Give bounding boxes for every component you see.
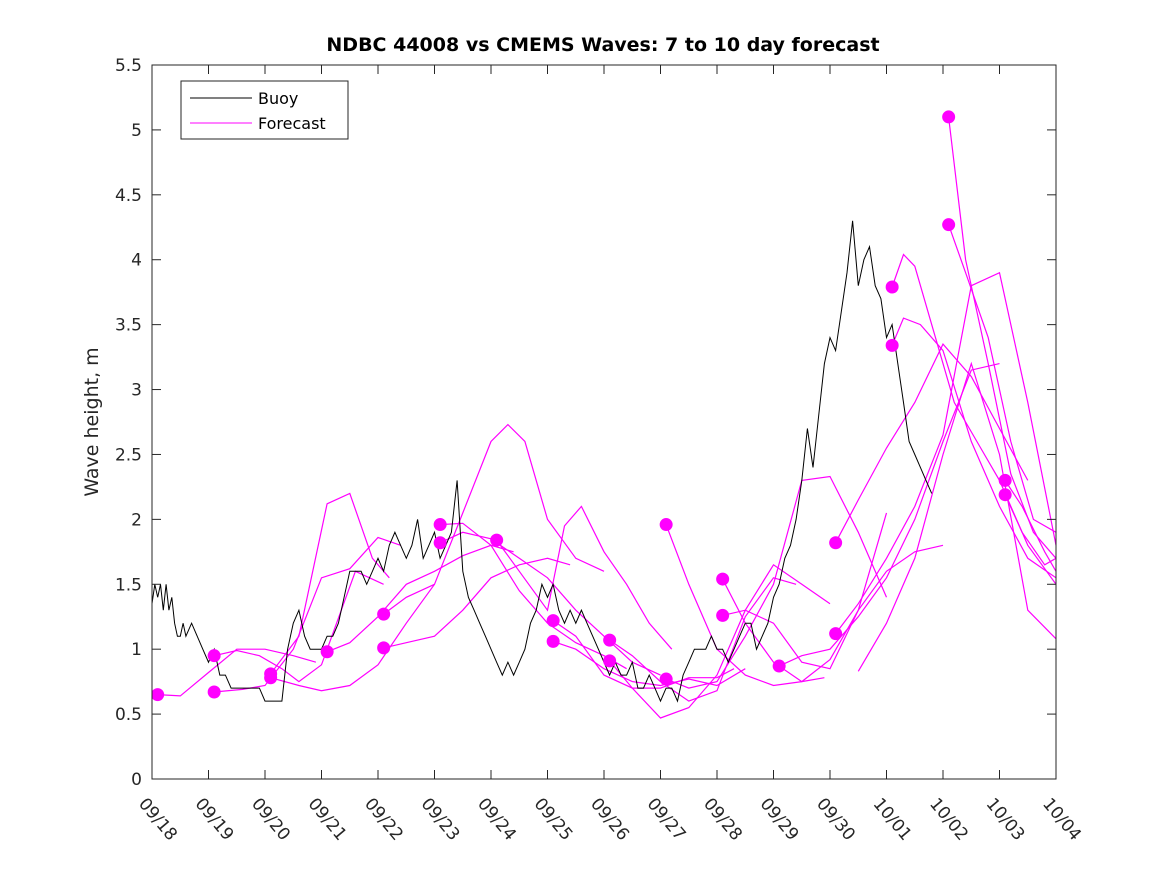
forecast-line-27 <box>1004 494 1056 566</box>
forecast-start-marker-2 <box>207 685 221 699</box>
forecast-line-5 <box>326 544 514 653</box>
forecast-line-28 <box>857 361 1056 672</box>
forecast-line-9 <box>439 531 661 676</box>
forecast-start-marker-15 <box>659 518 673 532</box>
y-tick-label: 5 <box>131 121 142 141</box>
forecast-start-marker-14 <box>603 654 617 668</box>
y-tick-label: 1.5 <box>115 575 142 595</box>
forecast-start-marker-24 <box>942 110 956 124</box>
forecast-line-21 <box>835 271 1056 634</box>
forecast-start-marker-26 <box>998 473 1012 487</box>
forecast-line-3 <box>270 492 390 675</box>
forecast-line-20 <box>835 343 1029 543</box>
forecast-start-marker-16 <box>659 672 673 686</box>
x-tick-label: 09/29 <box>756 794 803 844</box>
forecast-start-marker-6 <box>377 607 391 621</box>
x-tick-label: 09/30 <box>812 794 859 844</box>
x-tick-label: 09/22 <box>360 794 407 844</box>
x-tick-label: 09/26 <box>586 794 633 844</box>
forecast-line-14 <box>609 563 831 719</box>
forecast-start-marker-27 <box>998 488 1012 502</box>
x-tick-label: 09/28 <box>699 794 746 844</box>
x-tick-label: 09/24 <box>473 794 520 844</box>
forecast-start-marker-0 <box>152 688 165 702</box>
forecast-start-marker-9 <box>433 536 447 550</box>
forecast-line-16 <box>665 475 888 689</box>
forecast-start-marker-23 <box>885 338 899 352</box>
y-tick-label: 5.5 <box>115 56 142 76</box>
x-tick-label: 09/21 <box>304 794 351 844</box>
forecast-start-marker-25 <box>942 218 956 232</box>
forecast-line-17 <box>722 544 944 683</box>
y-tick-label: 0 <box>131 770 142 790</box>
y-tick-label: 4 <box>131 251 142 271</box>
forecast-start-marker-7 <box>377 641 391 655</box>
x-tick-label: 10/04 <box>1038 794 1085 844</box>
legend-buoy-label: Buoy <box>258 89 298 108</box>
forecast-start-marker-12 <box>546 634 560 648</box>
forecast-start-marker-11 <box>546 614 560 628</box>
forecast-line-23 <box>891 317 1056 579</box>
forecast-start-marker-4 <box>264 671 278 685</box>
x-tick-label: 09/25 <box>530 794 577 844</box>
x-tick-label: 09/18 <box>134 794 181 844</box>
y-tick-label: 3.5 <box>115 316 142 336</box>
forecast-line-13 <box>609 577 797 702</box>
forecast-line-10 <box>496 505 673 650</box>
y-tick-label: 2.5 <box>115 445 142 465</box>
forecast-start-marker-5 <box>320 645 334 659</box>
forecast-start-marker-21 <box>829 627 843 641</box>
forecast-line-2 <box>214 536 401 693</box>
legend-box <box>180 80 349 140</box>
y-tick-label: 0.5 <box>115 705 142 725</box>
x-tick-label: 09/20 <box>247 794 294 844</box>
forecast-line-12 <box>552 640 746 687</box>
chart-title: NDBC 44008 vs CMEMS Waves: 7 to 10 day f… <box>326 34 879 56</box>
axes-box <box>151 64 1057 780</box>
x-tick-label: 10/01 <box>869 794 916 844</box>
x-tick-label: 09/19 <box>191 794 238 844</box>
forecast-start-marker-22 <box>885 280 899 294</box>
forecast-start-marker-20 <box>829 536 843 550</box>
y-axis: 0 0.5 1 1.5 2 2.5 3 3.5 4 4.5 5 5.5 <box>115 56 1056 790</box>
forecast-line-0 <box>157 648 317 697</box>
forecast-start-marker-10 <box>490 533 504 547</box>
forecast-start-marker-8 <box>433 518 447 532</box>
y-tick-label: 2 <box>131 510 142 530</box>
forecast-start-marker-18 <box>716 608 730 622</box>
legend: Buoy Forecast <box>180 80 349 140</box>
forecast-start-marker-19 <box>772 659 786 673</box>
y-tick-label: 1 <box>131 640 142 660</box>
forecast-start-marker-13 <box>603 633 617 647</box>
forecast-line-18 <box>722 512 888 670</box>
forecast-line-19 <box>778 363 1000 667</box>
plot-area <box>152 110 1056 719</box>
forecast-line-4 <box>270 583 435 692</box>
x-tick-label: 10/03 <box>982 794 1029 844</box>
forecast-start-marker-17 <box>716 572 730 586</box>
forecast-line-11 <box>552 620 735 689</box>
x-tick-label: 09/27 <box>643 794 690 844</box>
y-axis-label: Wave height, m <box>81 347 103 496</box>
x-tick-label: 09/23 <box>417 794 464 844</box>
forecast-line-8 <box>440 522 627 670</box>
forecast-line-25 <box>948 224 1056 533</box>
forecast-line-7 <box>383 557 571 649</box>
x-tick-label: 10/02 <box>925 794 972 844</box>
y-tick-label: 3 <box>131 381 142 401</box>
forecast-start-marker-1 <box>207 649 221 663</box>
buoy-line <box>152 220 933 703</box>
forecast-line-1 <box>214 570 384 683</box>
y-tick-label: 4.5 <box>115 186 142 206</box>
legend-forecast-label: Forecast <box>258 114 326 133</box>
